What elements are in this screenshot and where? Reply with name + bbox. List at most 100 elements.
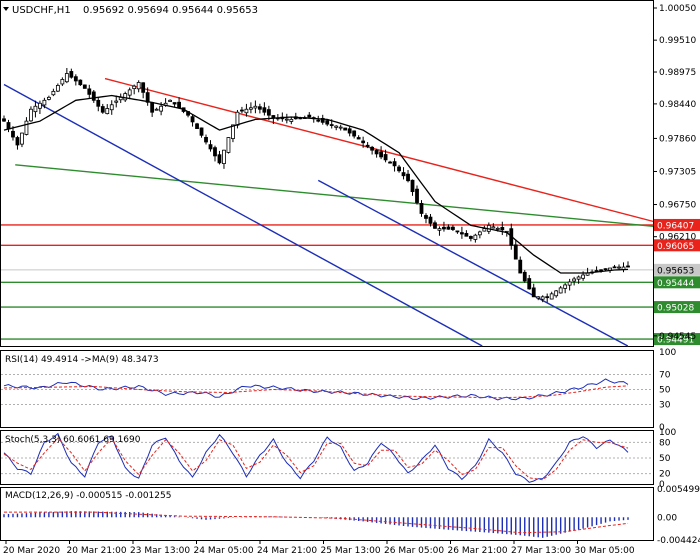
candle-body (347, 128, 352, 134)
price-tag (654, 239, 700, 252)
candle-body (437, 228, 442, 231)
candle-body (33, 105, 38, 113)
osc-series-line (3, 437, 629, 481)
candle-body (464, 232, 469, 237)
price-tag-label: 0.95653 (657, 266, 694, 276)
candle-body (329, 124, 334, 126)
time-tick-label: 20 Mar 2020 (3, 546, 60, 556)
candle-body (226, 137, 231, 153)
candle-body (172, 102, 177, 105)
candle-body (451, 226, 455, 230)
candle-body (69, 71, 74, 78)
candle-body (320, 117, 325, 123)
price-tick-label: 0.97305 (659, 167, 696, 177)
main-price-panel (0, 0, 654, 347)
candle-body (356, 137, 361, 140)
candle-body (558, 287, 563, 294)
candle-body (257, 106, 262, 110)
price-tag (654, 263, 700, 276)
price-tick-label: 0.96750 (659, 201, 696, 211)
candle-body (370, 146, 375, 151)
candle-body (554, 290, 559, 297)
candle-body (127, 89, 132, 96)
candle-body (563, 284, 568, 289)
osc-tick-label: 30 (659, 401, 671, 411)
candle-body (549, 293, 554, 300)
candle-body (29, 108, 33, 122)
candle-body (572, 278, 577, 282)
candle-body (567, 281, 572, 286)
price-layer: 0.96407 0.96065 0.95653 0.95444 0.95028 0.944… (1, 67, 700, 347)
rsi-panel (0, 350, 654, 428)
candle-body (132, 85, 137, 90)
price-tick-label: 1.00050 (659, 4, 696, 14)
price-tick-label: 0.97860 (659, 134, 696, 144)
candle-body (235, 111, 240, 126)
candle-body (159, 105, 164, 112)
candle-body (199, 127, 204, 136)
candle-body (213, 147, 217, 157)
price-tag (654, 218, 700, 231)
candle-body (415, 188, 419, 203)
candle-body (82, 84, 87, 89)
candle-body (374, 149, 379, 155)
candle-body (576, 276, 581, 280)
candle-body (473, 234, 478, 240)
candle-body (603, 268, 608, 271)
candle-body (397, 166, 401, 172)
price-tag-label: 0.95028 (657, 304, 694, 314)
candle-body (392, 161, 397, 167)
candle-body (195, 123, 199, 129)
candle-body (352, 130, 357, 137)
candle-body (612, 266, 617, 269)
candle-body (581, 274, 586, 279)
symbol-timeframe: USDCHF,H1 (12, 5, 71, 16)
trendline (3, 83, 483, 347)
trendline (104, 77, 654, 223)
candle-body (446, 226, 451, 230)
candle-body (455, 230, 460, 233)
time-tick-label: 24 Mar 05:00 (194, 546, 254, 556)
candle-body (249, 107, 253, 110)
candle-body (87, 88, 92, 95)
candle-body (24, 120, 29, 135)
candle-body (527, 278, 532, 290)
macd-tick-label: 0.005499 (657, 485, 700, 495)
candle-body (141, 82, 146, 93)
osc-tick-label: 70 (659, 371, 671, 381)
time-tick-label: 20 Mar 21:00 (67, 546, 127, 556)
candle-body (96, 99, 101, 107)
price-tick-label: 0.98440 (659, 100, 696, 110)
candle-body (100, 106, 105, 113)
candle-body (617, 266, 621, 269)
osc-tick-label: 50 (659, 454, 671, 464)
macd-layer: 0.005499 0.00 -0.004424 (3, 485, 700, 546)
time-tick-label: 27 Mar 13:00 (511, 546, 571, 556)
candle-body (495, 227, 500, 230)
candle-body (325, 120, 330, 125)
stoch-label: Stoch(5,3,3) 60.6061 69.1690 (5, 435, 141, 445)
candle-body (150, 102, 155, 113)
macd-tick-label: -0.004424 (657, 536, 700, 546)
candle-body (78, 79, 83, 86)
osc-series-line (3, 385, 629, 399)
candle-body (365, 144, 370, 147)
price-tag-label: 0.94491 (657, 336, 694, 346)
candle-body (190, 116, 195, 123)
chart-header: USDCHF,H1 0.95692 0.95694 0.95644 0.9565… (3, 5, 258, 16)
candle-body (388, 161, 392, 164)
candle-body (419, 203, 424, 214)
time-tick-label: 23 Mar 13:00 (130, 546, 190, 556)
candle-body (406, 173, 410, 182)
candle-body (459, 232, 464, 235)
macd-signal-line (4, 511, 629, 534)
candle-body (626, 265, 630, 268)
time-tick-label: 30 Mar 05:00 (575, 546, 635, 556)
candle-body (262, 107, 267, 113)
candle-body (253, 105, 258, 109)
moving-average-line (3, 94, 629, 274)
osc-tick-label: 100 (659, 348, 676, 358)
candle-body (334, 125, 339, 128)
osc-tick-label: 50 (659, 386, 671, 396)
